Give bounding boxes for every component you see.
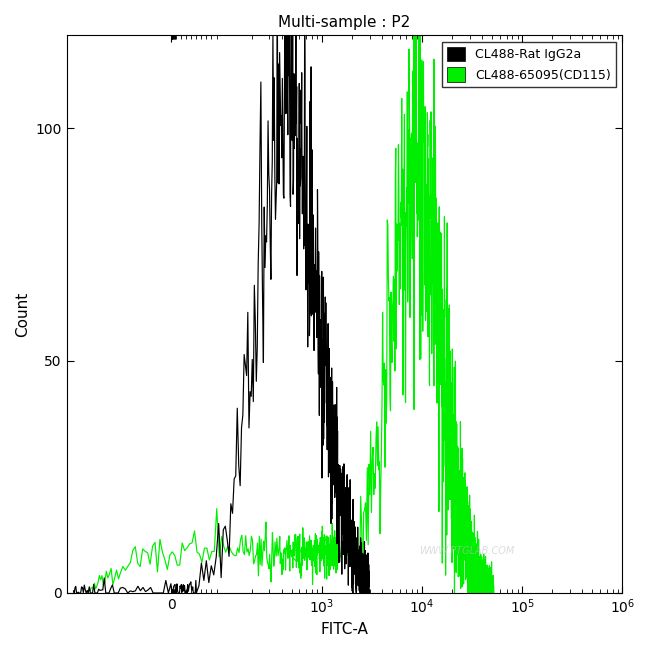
Title: Multi-sample : P2: Multi-sample : P2: [278, 15, 411, 30]
Legend: CL488-Rat IgG2a, CL488-65095(CD115): CL488-Rat IgG2a, CL488-65095(CD115): [441, 42, 616, 87]
Y-axis label: Count: Count: [15, 291, 30, 337]
Text: WWW.PTGLAB.COM: WWW.PTGLAB.COM: [419, 546, 514, 556]
X-axis label: FITC-A: FITC-A: [320, 622, 369, 637]
